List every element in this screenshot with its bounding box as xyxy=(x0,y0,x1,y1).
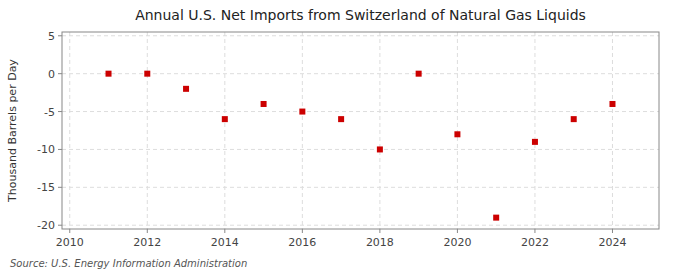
grid-line-y xyxy=(62,149,659,150)
point xyxy=(299,109,305,115)
x-tick-label: 2014 xyxy=(211,236,239,249)
point xyxy=(454,131,460,137)
x-tick-label: 2022 xyxy=(521,236,549,249)
x-tick-label: 2020 xyxy=(443,236,471,249)
point xyxy=(571,116,577,122)
point xyxy=(416,71,422,77)
x-tick-label: 2010 xyxy=(56,236,84,249)
grid-line-x xyxy=(147,32,148,229)
x-tick-label: 2024 xyxy=(598,236,626,249)
x-tick-label: 2012 xyxy=(133,236,161,249)
x-tick xyxy=(302,229,303,233)
grid-line-x xyxy=(302,32,303,229)
grid-line-y xyxy=(62,187,659,188)
x-tick-label: 2018 xyxy=(366,236,394,249)
point xyxy=(144,71,150,77)
x-tick xyxy=(147,229,148,233)
grid-line-x xyxy=(534,32,535,229)
grid-line-y xyxy=(62,35,659,36)
y-tick-label: 0 xyxy=(48,68,55,81)
x-tick xyxy=(69,229,70,233)
point xyxy=(106,71,112,77)
y-axis-label: Thousand Barrels per Day xyxy=(6,59,19,203)
points xyxy=(106,71,616,221)
x-tick xyxy=(224,229,225,233)
y-tick xyxy=(58,73,62,74)
point xyxy=(183,86,189,92)
point xyxy=(377,146,383,152)
grid-line-x xyxy=(457,32,458,229)
chart: 5 0 -5 -10 -15 -202010 2012 2014 2016 2018 2020 202… xyxy=(0,0,675,275)
point xyxy=(609,101,615,107)
y-tick-label: -5 xyxy=(44,106,55,119)
x-tick xyxy=(457,229,458,233)
grid-line-x xyxy=(224,32,225,229)
y-tick xyxy=(58,225,62,226)
y-tick-label: -10 xyxy=(37,143,55,156)
y-tick-label: -15 xyxy=(37,181,55,194)
grid xyxy=(62,32,659,229)
point xyxy=(222,116,228,122)
y-tick-label: -20 xyxy=(37,219,55,232)
point xyxy=(493,215,499,221)
y-tick-label: 5 xyxy=(48,30,55,43)
grid-line-y xyxy=(62,225,659,226)
x-tick-label: 2016 xyxy=(288,236,316,249)
point xyxy=(261,101,267,107)
source-note: Source: U.S. Energy Information Administ… xyxy=(10,258,247,269)
y-tick xyxy=(58,149,62,150)
axes: 5 0 -5 -10 -15 -202010 2012 2014 2016 2018 2020 202… xyxy=(37,30,626,249)
y-tick xyxy=(58,111,62,112)
y-tick xyxy=(58,187,62,188)
grid-line-y xyxy=(62,111,659,112)
title: Annual U.S. Net Imports from Switzerland… xyxy=(135,7,586,23)
grid-line-y xyxy=(62,73,659,74)
point xyxy=(532,139,538,145)
y-tick xyxy=(58,35,62,36)
x-tick xyxy=(379,229,380,233)
plot-frame xyxy=(62,32,659,229)
x-tick xyxy=(534,229,535,233)
point xyxy=(338,116,344,122)
grid-line-x xyxy=(69,32,70,229)
grid-line-x xyxy=(379,32,380,229)
grid-line-x xyxy=(612,32,613,229)
x-tick xyxy=(612,229,613,233)
